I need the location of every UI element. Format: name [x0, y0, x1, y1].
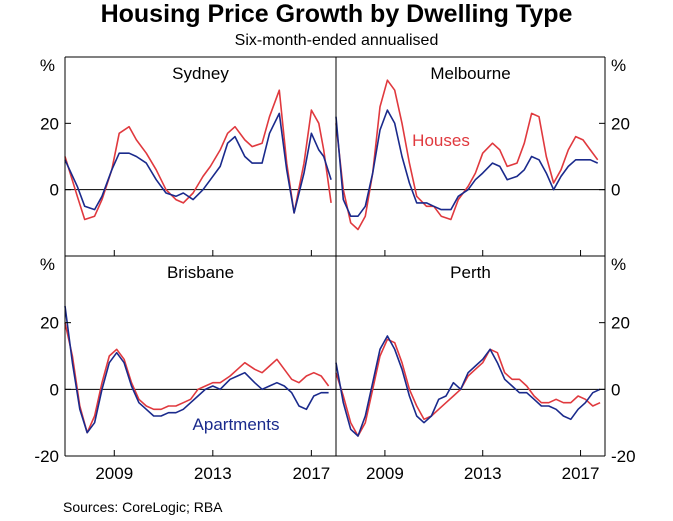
y-tick-label-left-bottom-20: 20 — [40, 314, 59, 333]
x-tick-label-left-2017: 2017 — [292, 464, 330, 483]
x-tick-label-left-2013: 2013 — [194, 464, 232, 483]
y-unit-left-bottom: % — [40, 255, 55, 274]
x-tick-label-right-2017: 2017 — [562, 464, 600, 483]
y-tick-label-right-bottom--20: -20 — [611, 447, 636, 466]
y-unit-left-top: % — [40, 56, 55, 75]
panel-title-perth: Perth — [450, 263, 491, 282]
y-unit-right-bottom: % — [611, 255, 626, 274]
y-unit-right-top: % — [611, 56, 626, 75]
y-tick-label-left-bottom-0: 0 — [50, 380, 59, 399]
y-tick-label-right-bottom-20: 20 — [611, 314, 630, 333]
annotation-apartments: Apartments — [193, 415, 280, 434]
panel-title-melbourne: Melbourne — [430, 64, 510, 83]
apartments-line-brisbane — [64, 305, 329, 434]
apartments-line-melbourne — [335, 109, 599, 217]
annotation-houses: Houses — [412, 131, 470, 150]
panel-title-brisbane: Brisbane — [167, 263, 234, 282]
houses-line-brisbane — [64, 322, 330, 434]
y-tick-label-right-bottom-0: 0 — [611, 380, 620, 399]
x-tick-label-right-2009: 2009 — [366, 464, 404, 483]
apartments-line-sydney — [64, 112, 332, 214]
y-tick-label-right-top-20: 20 — [611, 114, 630, 133]
chart-subtitle: Six-month-ended annualised — [234, 32, 439, 49]
x-tick-label-left-2009: 2009 — [95, 464, 133, 483]
y-tick-label-right-top-0: 0 — [611, 181, 620, 200]
apartments-line-perth — [335, 335, 601, 437]
y-tick-label-left-top-0: 0 — [50, 181, 59, 200]
panel-title-sydney: Sydney — [172, 64, 229, 83]
x-tick-label-right-2013: 2013 — [464, 464, 502, 483]
y-tick-label-left-top-20: 20 — [40, 114, 59, 133]
source-note: Sources: CoreLogic; RBA — [63, 499, 223, 515]
houses-line-perth — [335, 338, 601, 437]
houses-line-melbourne — [335, 79, 599, 231]
y-tick-label-left-bottom--20: -20 — [34, 447, 59, 466]
chart-title: Housing Price Growth by Dwelling Type — [100, 0, 573, 28]
